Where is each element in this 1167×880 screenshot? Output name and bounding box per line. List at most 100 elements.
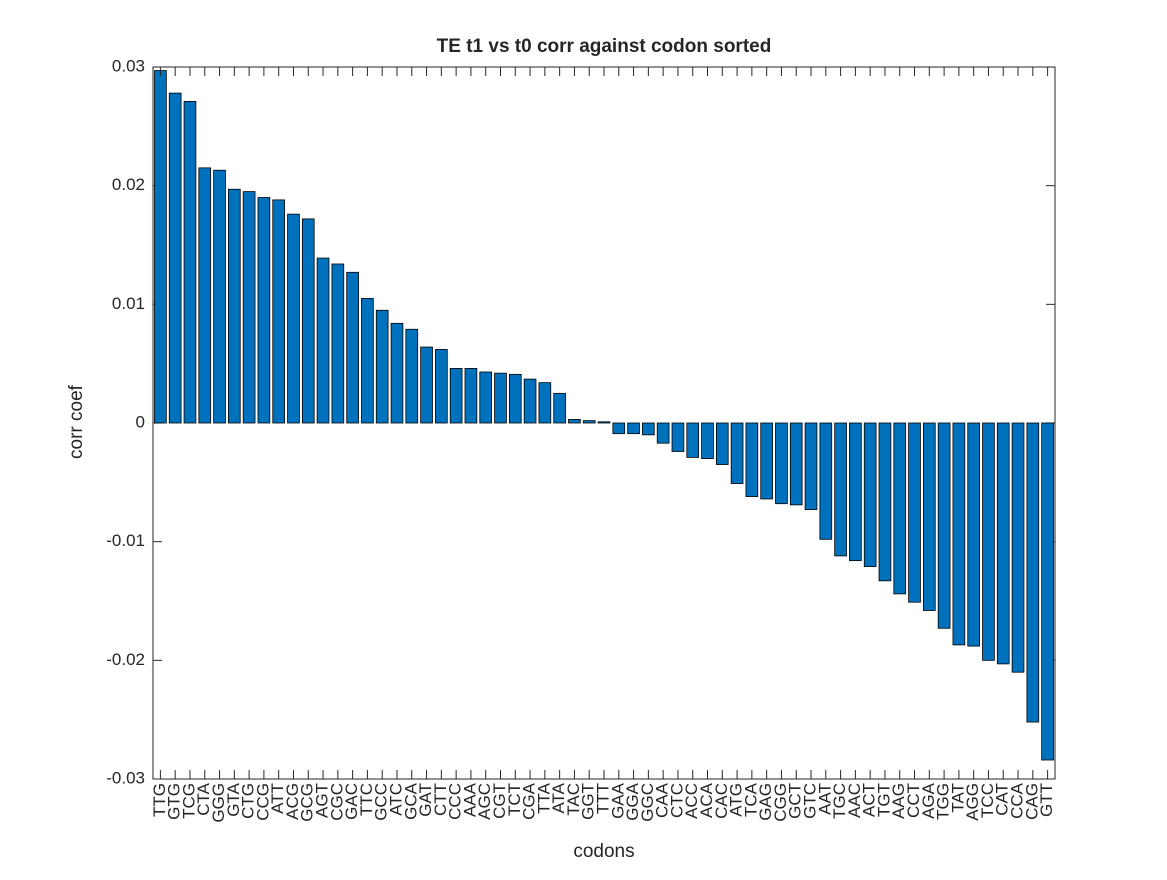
x-axis-label: codons (573, 841, 634, 862)
bar (834, 422, 847, 557)
x-tick-label: ATG (727, 783, 746, 817)
x-tick-label: TGG (934, 783, 953, 820)
y-tick-label: -0.01 (106, 531, 145, 550)
bar (819, 422, 833, 540)
bar (1011, 422, 1025, 673)
x-tick-label: TTC (357, 783, 376, 816)
bar (849, 422, 862, 562)
x-tick-label: CAG (1022, 783, 1041, 820)
bar (228, 188, 241, 424)
x-tick-label: TTG (150, 783, 169, 817)
x-tick-label: GTT (1037, 783, 1056, 817)
bar (183, 101, 197, 424)
x-tick-label: CGT (490, 783, 509, 819)
x-tick-label: ACA (697, 782, 716, 818)
bar (375, 309, 389, 424)
x-tick-label: CCT (904, 783, 923, 818)
x-tick-label: ATA (549, 782, 568, 813)
bar (937, 422, 951, 629)
bar (656, 422, 670, 444)
bar (257, 197, 271, 424)
x-tick-label: CTT (431, 783, 450, 816)
x-tick-label: GCC (372, 783, 391, 821)
axes-box (152, 66, 1056, 780)
x-tick-label: ACG (283, 783, 302, 820)
x-tick-label: GTG (165, 783, 184, 820)
x-tick-label: CCC (446, 783, 465, 820)
bar (686, 422, 700, 458)
bar (967, 422, 980, 647)
x-tick-label: TGC (830, 783, 849, 819)
bar (464, 368, 478, 424)
x-tick-label: TCG (179, 783, 198, 819)
bar (346, 271, 359, 424)
bar (1026, 422, 1040, 723)
bar (494, 372, 507, 424)
x-tick-label: AGG (963, 783, 982, 821)
bar (168, 92, 182, 424)
x-tick-label: CGC (327, 783, 346, 821)
x-tick-label: TCC (978, 783, 997, 818)
x-tick-label: ATT (268, 783, 287, 814)
x-tick-label: GTC (801, 783, 820, 819)
bar (287, 213, 300, 424)
x-tick-label: AAA (460, 782, 479, 817)
x-tick-label: TCT (505, 783, 524, 816)
bar (745, 422, 759, 497)
bar (272, 199, 286, 424)
bar (597, 421, 611, 424)
x-tick-label: GGT (579, 783, 598, 820)
x-tick-label: TGT (874, 783, 893, 817)
x-tick-label: GAA (608, 782, 627, 819)
bar (701, 422, 714, 459)
bar (198, 167, 212, 424)
bar (982, 422, 995, 661)
x-tick-label: ATC (386, 783, 405, 816)
bar (612, 422, 626, 435)
bar (582, 420, 596, 424)
y-tick-label: 0.01 (112, 294, 145, 313)
bar (789, 422, 803, 506)
bar (908, 422, 921, 603)
bar (775, 422, 788, 505)
x-tick-label: AAT (815, 783, 834, 815)
x-tick-label: CTC (667, 783, 686, 818)
bar (508, 373, 522, 424)
y-axis-label: corr coef (66, 384, 87, 459)
bar (671, 422, 685, 452)
bar (553, 392, 566, 424)
x-tick-label: ACC (682, 783, 701, 819)
bar (715, 422, 729, 465)
chart-title: TE t1 vs t0 corr against codon sorted (437, 36, 772, 57)
bar (730, 422, 744, 484)
x-tick-label: TCA (741, 782, 760, 817)
x-tick-label: GAC (342, 783, 361, 820)
bar (952, 422, 966, 646)
x-tick-label: GCT (786, 783, 805, 819)
bar (760, 422, 773, 500)
bar (922, 422, 936, 611)
x-tick-label: GGA (623, 782, 642, 820)
x-tick-label: CAC (712, 783, 731, 819)
x-tick-label: AAG (889, 783, 908, 819)
x-tick-label: GCA (401, 782, 420, 820)
x-tick-label: CTG (239, 783, 258, 819)
x-tick-label: CAT (993, 783, 1012, 816)
x-tick-label: GAG (756, 783, 775, 821)
x-tick-label: TAC (564, 783, 583, 816)
bar (154, 70, 167, 424)
y-tick-label: 0 (136, 412, 145, 431)
x-tick-label: GGG (209, 783, 228, 823)
x-tick-label: GCG (298, 783, 317, 822)
bar (420, 346, 433, 424)
bar (863, 422, 877, 567)
x-tick-label: ACT (860, 783, 879, 817)
x-tick-label: TTA (534, 782, 553, 814)
y-tick-label: 0.03 (112, 56, 145, 75)
y-tick-label: 0.02 (112, 175, 145, 194)
bar (242, 191, 256, 424)
bar (1041, 422, 1054, 761)
bar (523, 378, 537, 424)
y-tick-label: -0.02 (106, 650, 145, 669)
